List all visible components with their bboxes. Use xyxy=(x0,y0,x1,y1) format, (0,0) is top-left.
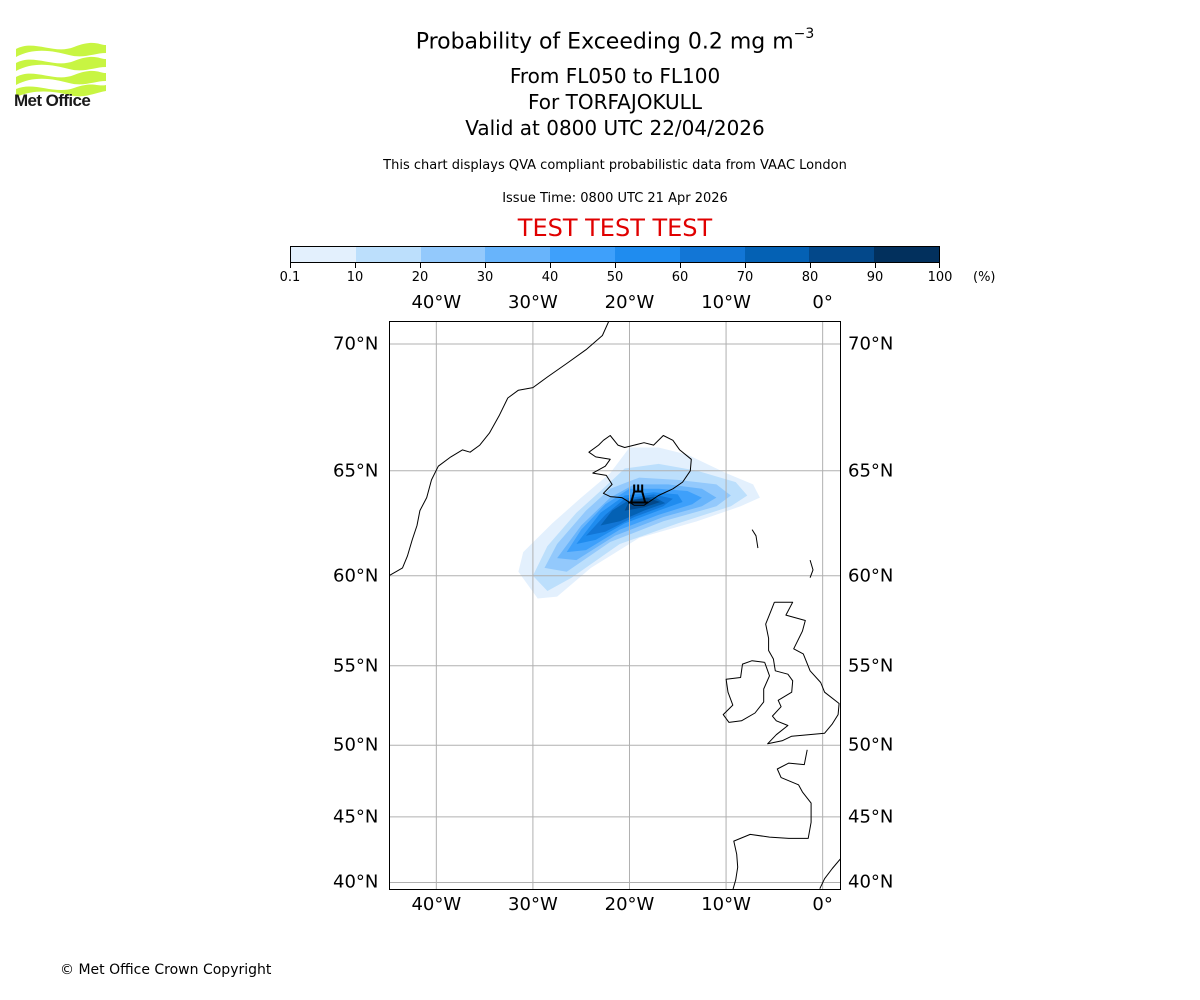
lat-label-right: 70°N xyxy=(848,333,894,355)
colorbar-tick-label: 20 xyxy=(411,270,429,285)
lon-label-top: 0° xyxy=(812,292,833,313)
colorbar-tick xyxy=(875,263,876,268)
colorbar-tick-label: 60 xyxy=(671,270,689,285)
flight-level-range: From FL050 to FL100 xyxy=(509,64,721,88)
colorbar-segment xyxy=(550,247,615,262)
colorbar-tick-label: 80 xyxy=(801,270,819,285)
lat-label-right: 45°N xyxy=(848,806,894,828)
ash-probability-field xyxy=(518,447,760,599)
map-plot xyxy=(389,321,841,890)
colorbar-segment xyxy=(809,247,875,262)
lat-label-left: 55°N xyxy=(333,655,379,677)
lat-label-right: 65°N xyxy=(848,460,894,482)
colorbar-segment xyxy=(614,247,680,262)
lat-label-left: 65°N xyxy=(333,460,379,482)
lon-label-bottom: 10°W xyxy=(701,894,751,915)
colorbar-tick-label: 70 xyxy=(736,270,754,285)
lat-label-left: 50°N xyxy=(333,734,379,756)
colorbar-segment xyxy=(744,247,810,262)
met-office-wordmark: Met Office xyxy=(14,91,91,110)
graticule xyxy=(389,321,841,890)
volcano-icon xyxy=(628,484,649,504)
copyright: © Met Office Crown Copyright xyxy=(60,962,272,978)
coastline-great-britain xyxy=(765,601,840,745)
chart-description: This chart displays QVA compliant probab… xyxy=(383,158,847,173)
lon-label-top: 40°W xyxy=(411,292,462,313)
coastlines xyxy=(389,321,841,890)
coastline-shetland xyxy=(809,559,814,578)
colorbar-segment xyxy=(291,247,356,262)
lon-label-bottom: 40°W xyxy=(411,894,462,915)
issue-time: Issue Time: 0800 UTC 21 Apr 2026 xyxy=(502,191,728,206)
colorbar-tick xyxy=(810,263,811,268)
chart-title: Probability of Exceeding 0.2 mg m−3 xyxy=(0,26,1200,55)
colorbar-segment xyxy=(679,247,745,262)
valid-time: Valid at 0800 UTC 22/04/2026 xyxy=(465,116,765,140)
coastline-mediterranean xyxy=(819,857,841,889)
colorbar-tick xyxy=(745,263,746,268)
colorbar-tick-label: 40 xyxy=(541,270,559,285)
lat-label-right: 50°N xyxy=(848,734,894,756)
colorbar-segment xyxy=(355,247,421,262)
test-banner: TEST TEST TEST xyxy=(517,214,713,242)
title-superscript: −3 xyxy=(793,26,815,42)
colorbar-tick xyxy=(615,263,616,268)
colorbar-segment xyxy=(485,247,551,262)
colorbar-tick xyxy=(420,263,421,268)
lon-label-top: 20°W xyxy=(604,292,655,313)
lat-label-left: 40°N xyxy=(333,871,379,893)
volcano-name: For TORFAJOKULL xyxy=(528,90,702,114)
met-office-logo-icon xyxy=(16,42,106,97)
colorbar-tick xyxy=(355,263,356,268)
lat-label-left: 45°N xyxy=(333,806,379,828)
colorbar-tick-label: 100 xyxy=(927,270,953,285)
colorbar-tick-label: 30 xyxy=(476,270,494,285)
colorbar-tick-label: 0.1 xyxy=(279,270,301,285)
volcano-marker xyxy=(628,484,649,504)
lon-label-top: 10°W xyxy=(701,292,751,313)
lat-label-left: 60°N xyxy=(333,565,379,587)
lat-label-right: 40°N xyxy=(848,871,894,893)
lon-label-bottom: 20°W xyxy=(604,894,655,915)
lat-label-right: 60°N xyxy=(848,565,894,587)
colorbar-tick xyxy=(680,263,681,268)
lat-label-right: 55°N xyxy=(848,655,894,677)
colorbar-tick xyxy=(550,263,551,268)
coastline-france-spain xyxy=(732,749,812,890)
colorbar-segment xyxy=(874,247,939,262)
colorbar-tick-label: 50 xyxy=(606,270,624,285)
colorbar-tick-label: 10 xyxy=(346,270,364,285)
coastline-faroe xyxy=(751,529,759,549)
lon-label-top: 30°W xyxy=(508,292,558,313)
colorbar-tick xyxy=(939,263,940,268)
lat-label-left: 70°N xyxy=(333,333,379,355)
title-text: Probability of Exceeding 0.2 mg m xyxy=(415,29,794,55)
map-frame xyxy=(389,321,841,890)
lon-label-bottom: 0° xyxy=(812,894,833,915)
colorbar-tick-label: 90 xyxy=(866,270,884,285)
coastline-greenland xyxy=(389,321,610,577)
coastline-iceland xyxy=(588,435,692,506)
lon-label-bottom: 30°W xyxy=(508,894,558,915)
colorbar-tick xyxy=(485,263,486,268)
colorbar-unit: (%) xyxy=(973,270,996,285)
colorbar-tick xyxy=(290,263,291,268)
colorbar-segment xyxy=(420,247,486,262)
colorbar xyxy=(290,246,940,263)
coastline-ireland xyxy=(722,660,770,723)
